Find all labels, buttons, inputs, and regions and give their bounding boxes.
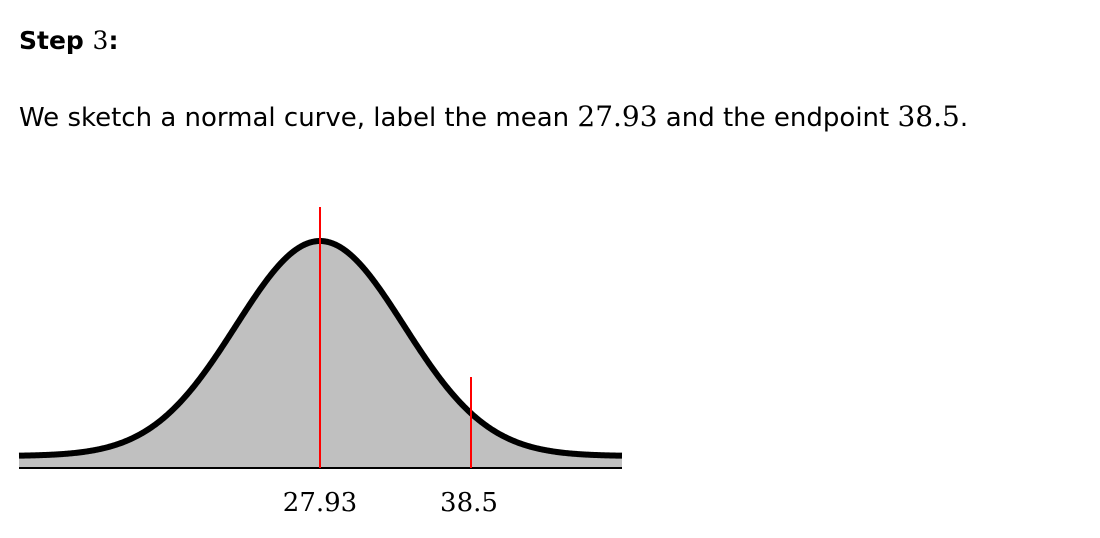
instruction-sentence: We sketch a normal curve, label the mean… <box>19 100 968 135</box>
sentence-part-1: We sketch a normal curve, label the mean <box>19 103 578 133</box>
endpoint-label: 38.5 <box>440 488 498 518</box>
endpoint-math: 38.5 <box>897 100 960 133</box>
step-number: 3 <box>92 26 109 55</box>
mean-math: 27.93 <box>577 100 658 133</box>
step-colon: : <box>108 26 119 55</box>
sentence-part-3: . <box>959 103 969 133</box>
step-word: Step <box>19 26 84 55</box>
sentence-part-2: and the endpoint <box>657 103 898 133</box>
mean-label: 27.93 <box>283 488 357 518</box>
step-heading: Step 3: <box>19 24 118 58</box>
